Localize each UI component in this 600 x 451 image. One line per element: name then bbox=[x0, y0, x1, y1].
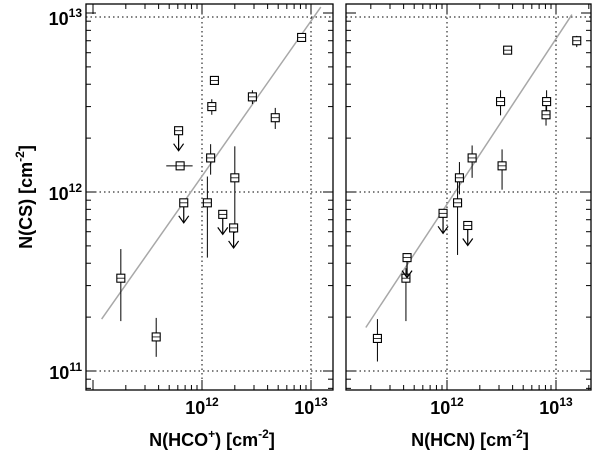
upper-limit-arrowhead bbox=[217, 227, 229, 236]
data-point bbox=[247, 90, 257, 105]
data-point bbox=[437, 208, 449, 235]
data-point bbox=[496, 90, 506, 116]
upper-limit-arrowhead bbox=[401, 270, 413, 279]
data-point bbox=[173, 126, 185, 152]
data-point bbox=[497, 149, 507, 190]
fit-line bbox=[365, 14, 573, 328]
upper-limit-arrowhead bbox=[228, 240, 240, 249]
data-point bbox=[207, 99, 217, 115]
data-point bbox=[462, 220, 474, 247]
y-axis-title: N(CS) [cm-2] bbox=[13, 145, 36, 249]
data-point bbox=[541, 105, 551, 126]
y-tick-label: 1011 bbox=[49, 360, 82, 383]
data-point bbox=[202, 176, 212, 258]
data-point bbox=[228, 223, 240, 249]
x-tick-label: 1013 bbox=[539, 395, 573, 418]
upper-limit-arrowhead bbox=[178, 215, 190, 224]
plot-frame bbox=[345, 3, 592, 391]
upper-limit-arrowhead bbox=[462, 238, 474, 247]
data-point bbox=[217, 209, 229, 236]
data-point bbox=[503, 45, 513, 55]
x-tick-label: 1012 bbox=[185, 395, 219, 418]
left-panel-hco: 1012 1013 1011 1012 1013 N(HCO+) [cm-2] N(CS) … bbox=[13, 3, 334, 450]
right-panel-hcn: 1012 1013 N(HCN) [cm-2] bbox=[345, 3, 592, 450]
y-tick-label: 1013 bbox=[49, 6, 83, 29]
data-point bbox=[572, 35, 582, 48]
x-tick-label: 1013 bbox=[294, 395, 328, 418]
data-point bbox=[467, 145, 477, 178]
fit-line bbox=[101, 6, 322, 320]
data-point bbox=[297, 32, 307, 43]
x-tick-label: 1012 bbox=[430, 395, 464, 418]
y-tick-label: 1012 bbox=[49, 181, 83, 204]
data-point bbox=[230, 146, 240, 234]
data-point bbox=[454, 162, 464, 195]
data-point bbox=[401, 253, 413, 279]
data-point bbox=[209, 75, 219, 85]
data-point bbox=[542, 90, 552, 112]
data-point bbox=[372, 319, 382, 362]
data-point bbox=[166, 161, 193, 171]
upper-limit-arrowhead bbox=[173, 143, 185, 152]
upper-limit-arrowhead bbox=[437, 225, 449, 235]
data-point bbox=[116, 249, 126, 322]
data-point bbox=[206, 144, 216, 175]
x-axis-title: N(HCN) [cm-2] bbox=[411, 427, 529, 450]
plot-frame bbox=[85, 3, 334, 391]
x-axis-title: N(HCO+) [cm-2] bbox=[149, 427, 275, 450]
data-point bbox=[178, 198, 190, 224]
data-point bbox=[151, 317, 161, 357]
data-point bbox=[270, 107, 280, 129]
data-point bbox=[453, 177, 463, 255]
